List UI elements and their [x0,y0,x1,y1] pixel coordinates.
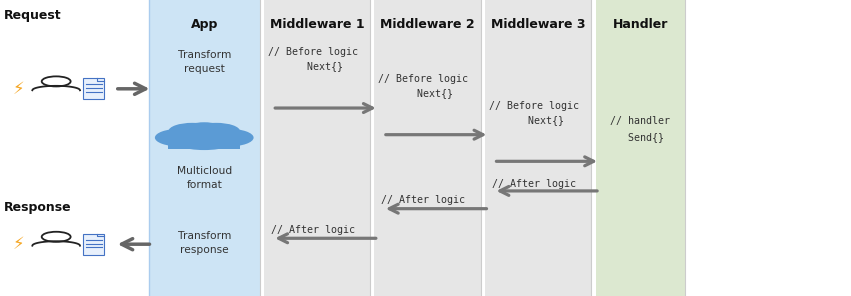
Circle shape [186,122,223,135]
Text: ⚡: ⚡ [13,235,25,253]
Text: // handler
  Send{}: // handler Send{} [610,115,671,142]
Bar [149,0,260,296]
Circle shape [192,123,240,139]
Bar [374,0,481,296]
Text: // Before logic
    Next{}: // Before logic Next{} [489,101,579,125]
Circle shape [168,123,216,139]
Text: Transform
request: Transform request [178,50,231,74]
FancyBboxPatch shape [83,234,104,255]
Text: Request: Request [4,9,62,22]
Text: App: App [191,18,218,31]
Text: // After logic: // After logic [492,179,576,189]
Bar [264,0,370,296]
Bar [485,0,591,296]
FancyBboxPatch shape [83,78,104,99]
Text: // Before logic
    Next{}: // Before logic Next{} [379,74,468,98]
Circle shape [168,125,240,150]
Bar [596,0,685,296]
Bar [168,137,240,149]
Text: // After logic: // After logic [381,195,465,205]
Circle shape [155,129,206,147]
Text: Middleware 3: Middleware 3 [491,18,585,31]
Text: Handler: Handler [613,18,668,31]
Text: // After logic: // After logic [271,225,355,235]
Circle shape [203,129,254,147]
Text: // Before logic
    Next{}: // Before logic Next{} [268,47,357,71]
Text: Multicloud
format: Multicloud format [177,166,231,190]
Text: Middleware 1: Middleware 1 [270,18,364,31]
Text: ⚡: ⚡ [13,80,25,98]
Text: Transform
response: Transform response [178,231,231,255]
Text: Response: Response [4,201,71,214]
Text: Middleware 2: Middleware 2 [380,18,475,31]
